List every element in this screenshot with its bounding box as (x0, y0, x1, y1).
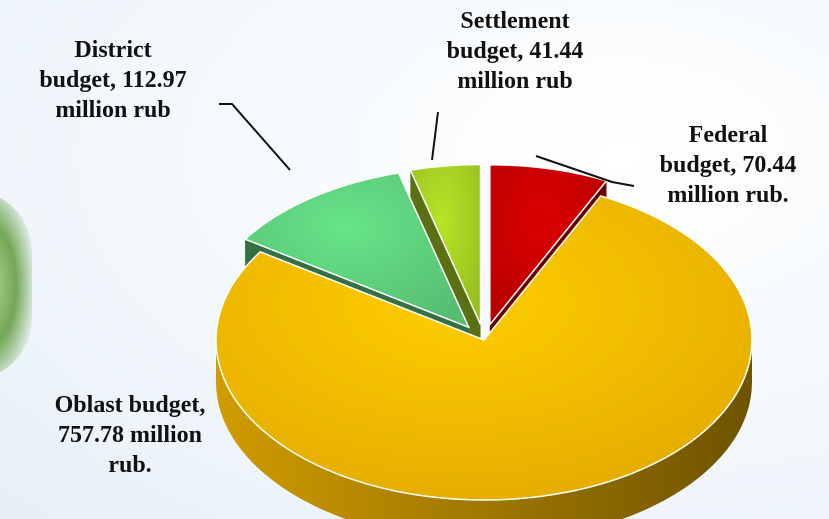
label-settlement-line-3: million rub (457, 68, 573, 94)
label-district-line-2: budget, 112.97 (39, 67, 187, 93)
label-oblast-budget: Oblast budget, 757.78 million rub. (20, 390, 240, 480)
label-settlement-line-2: budget, 41.44 (446, 38, 584, 64)
label-oblast-line-3: rub. (108, 452, 152, 478)
pie-slice-top-oblast-budget (215, 195, 753, 501)
label-settlement-line-1: Settlement (460, 8, 570, 34)
leader-line-district (219, 103, 291, 171)
label-federal-line-3: million rub. (667, 182, 789, 208)
label-federal-line-1: Federal (688, 122, 768, 148)
label-settlement-budget: Settlement budget, 41.44 million rub (420, 6, 610, 96)
label-federal-line-2: budget, 70.44 (659, 152, 797, 178)
leader-line-settlement (431, 111, 439, 161)
label-oblast-line-2: 757.78 million (57, 422, 202, 448)
pie-slice-top-district-budget (243, 172, 471, 329)
pie-slice-oblast-budget (215, 195, 753, 519)
label-district-budget: District budget, 112.97 million rub (8, 35, 218, 125)
label-oblast-line-1: Oblast budget, (54, 392, 206, 418)
label-district-line-3: million rub (55, 97, 171, 123)
pie-slice-top-settlement-budget (409, 163, 482, 325)
label-federal-budget: Federal budget, 70.44 million rub. (628, 120, 828, 210)
label-district-line-1: District (74, 37, 152, 63)
leader-line-federal (535, 155, 635, 187)
